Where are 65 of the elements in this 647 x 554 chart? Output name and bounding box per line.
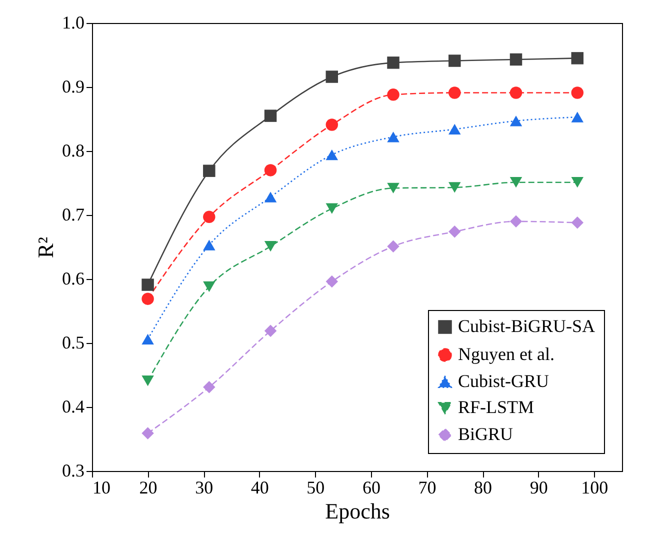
y-tick-label: 0.8: [62, 140, 84, 160]
point: [264, 164, 277, 176]
point: [326, 203, 338, 214]
point: [448, 182, 461, 193]
point: [387, 132, 400, 142]
point: [142, 375, 154, 386]
point: [510, 215, 522, 228]
point: [326, 150, 338, 160]
point: [571, 177, 584, 188]
point: [142, 427, 154, 440]
x-axis-title: Epochs: [325, 498, 390, 524]
x-tick-label: 100: [581, 478, 608, 498]
point: [510, 86, 522, 99]
point: [203, 381, 216, 394]
point: [571, 112, 584, 122]
point: [448, 54, 461, 67]
point: [448, 86, 461, 99]
y-tick-label: 1.0: [62, 12, 84, 32]
point: [326, 275, 338, 288]
point: [203, 164, 216, 177]
point: [510, 177, 522, 188]
point: [203, 240, 216, 250]
point: [203, 281, 216, 292]
point: [142, 278, 154, 291]
y-tick-label: 0.5: [62, 332, 84, 352]
x-tick-label: 90: [530, 478, 548, 498]
point: [264, 324, 277, 337]
y-tick-label: 0.7: [62, 204, 84, 224]
point: [448, 226, 461, 238]
x-tick-label: 60: [362, 478, 380, 498]
x-tick-label: 10: [92, 478, 110, 498]
x-tick-label: 50: [306, 478, 325, 498]
legend-label: BiGRU: [458, 424, 514, 444]
x-tick-label: 40: [250, 478, 269, 498]
point: [571, 216, 584, 229]
point: [203, 210, 216, 224]
x-tick-label: 30: [195, 478, 214, 498]
legend-label: RF-LSTM: [458, 397, 534, 417]
point: [571, 52, 584, 64]
point: [387, 240, 400, 252]
x-tick-label: 70: [418, 478, 436, 498]
point: [264, 110, 277, 122]
point: [510, 116, 522, 126]
legend-label: Cubist-BiGRU-SA: [458, 316, 596, 336]
point: [571, 86, 584, 99]
point: [142, 292, 154, 305]
point: [326, 118, 338, 131]
point: [510, 53, 522, 66]
point: [448, 124, 461, 135]
point: [387, 56, 400, 69]
point: [264, 192, 277, 202]
y-tick-label: 0.9: [62, 76, 84, 96]
point: [387, 88, 400, 101]
point: [142, 334, 154, 344]
point: [387, 182, 400, 194]
x-tick-label: 80: [474, 478, 492, 498]
y-axis-title: R²: [33, 236, 58, 258]
legend-label: Nguyen et al.: [458, 344, 554, 364]
x-tick-label: 20: [139, 478, 158, 498]
point: [326, 70, 338, 83]
legend-label: Cubist-GRU: [458, 371, 550, 391]
y-tick-label: 0.4: [62, 396, 84, 416]
y-tick-label: 0.3: [62, 460, 84, 480]
point: [264, 241, 277, 252]
y-tick-label: 0.6: [62, 268, 84, 288]
